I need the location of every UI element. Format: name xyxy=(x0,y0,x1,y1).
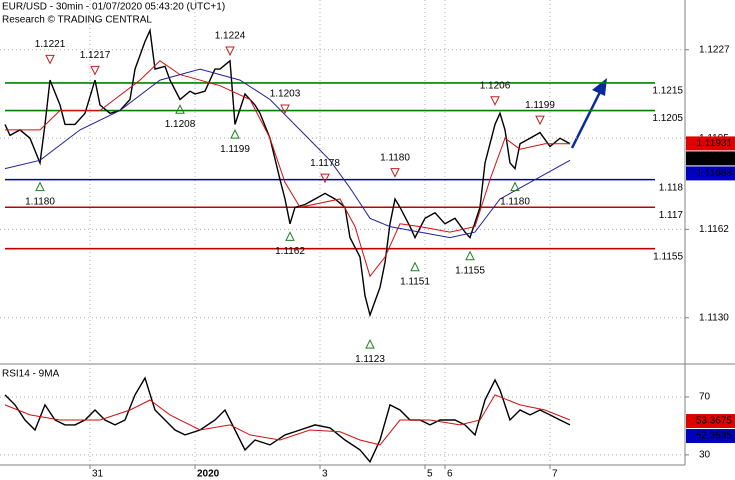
high-marker xyxy=(490,96,500,106)
annotation-label: 1.1151 xyxy=(400,276,430,287)
high-marker xyxy=(535,115,545,126)
annotation-label: 1.1208 xyxy=(165,119,196,130)
annotation-label: 1.1123 xyxy=(355,354,385,365)
x-tick-label: 6 xyxy=(447,469,453,480)
chart-title: EUR/USD - 30min - 01/07/2020 05:43:20 (U… xyxy=(2,2,225,13)
y-tick-label: 1.1130 xyxy=(699,312,729,323)
price-box-label: 53.3675 xyxy=(696,416,733,427)
x-tick-label: 5 xyxy=(427,469,433,480)
low-marker xyxy=(285,231,295,241)
annotation-label: 1.1162 xyxy=(275,246,305,257)
x-tick-label: 2020 xyxy=(197,469,220,480)
high-marker xyxy=(45,54,55,65)
price-box-label: 1.11931 xyxy=(697,138,733,149)
low-marker xyxy=(465,250,475,261)
high-marker xyxy=(320,173,330,184)
y-tick-label: 1.1162 xyxy=(699,224,729,235)
price-box-label: 1.11927 xyxy=(697,153,733,164)
y-tick-label: 30 xyxy=(699,450,711,461)
price-box xyxy=(686,151,735,166)
annotation-label: 1.1180 xyxy=(500,196,530,207)
low-marker xyxy=(510,181,520,192)
annotation-label: 1.1178 xyxy=(310,158,340,169)
low-marker xyxy=(230,128,240,139)
y-tick-label: 1.1227 xyxy=(699,44,730,55)
low-marker xyxy=(410,261,420,272)
low-marker xyxy=(175,104,185,114)
series-line xyxy=(5,60,570,278)
series-line xyxy=(4,376,571,464)
annotation-label: 1.1221 xyxy=(35,39,66,50)
series-line xyxy=(4,27,571,318)
high-marker xyxy=(390,168,400,178)
low-marker xyxy=(365,339,375,349)
price-box xyxy=(686,429,735,444)
annotation-label: 1.1224 xyxy=(215,31,246,42)
price-box xyxy=(686,166,735,181)
price-box xyxy=(686,136,735,151)
annotation-label: 1.1155 xyxy=(455,265,485,276)
high-marker xyxy=(90,65,100,76)
x-tick-label: 7 xyxy=(552,469,558,480)
annotation-label: 1.1206 xyxy=(480,80,511,91)
rsi-title: RSI14 - 9MA xyxy=(2,369,60,380)
high-marker xyxy=(280,104,290,115)
series-line xyxy=(4,68,571,239)
level-label: 1.1205 xyxy=(652,113,683,124)
chart-subtitle: Research © TRADING CENTRAL xyxy=(2,15,152,26)
annotation-label: 1.1180 xyxy=(25,196,55,207)
annotation-label: 1.1199 xyxy=(220,144,250,155)
price-box xyxy=(686,414,735,429)
x-tick-label: 3 xyxy=(322,469,328,480)
level-label: 1.1155 xyxy=(653,251,683,262)
price-box-label: 1.11868 xyxy=(697,168,733,179)
high-marker xyxy=(225,46,235,57)
y-tick-label: 70 xyxy=(699,392,711,403)
annotation-label: 1.1180 xyxy=(380,152,410,163)
annotation-label: 1.1203 xyxy=(270,89,301,100)
annotation-label: 1.1217 xyxy=(80,50,111,61)
level-label: 1.118 xyxy=(659,182,684,193)
x-tick-label: 31 xyxy=(92,469,104,480)
level-label: 1.1215 xyxy=(652,86,683,97)
level-label: 1.117 xyxy=(659,210,684,221)
price-box-label: 52.3535 xyxy=(696,431,733,442)
series-line xyxy=(4,394,571,446)
annotation-label: 1.1199 xyxy=(525,100,555,111)
low-marker xyxy=(35,181,45,192)
